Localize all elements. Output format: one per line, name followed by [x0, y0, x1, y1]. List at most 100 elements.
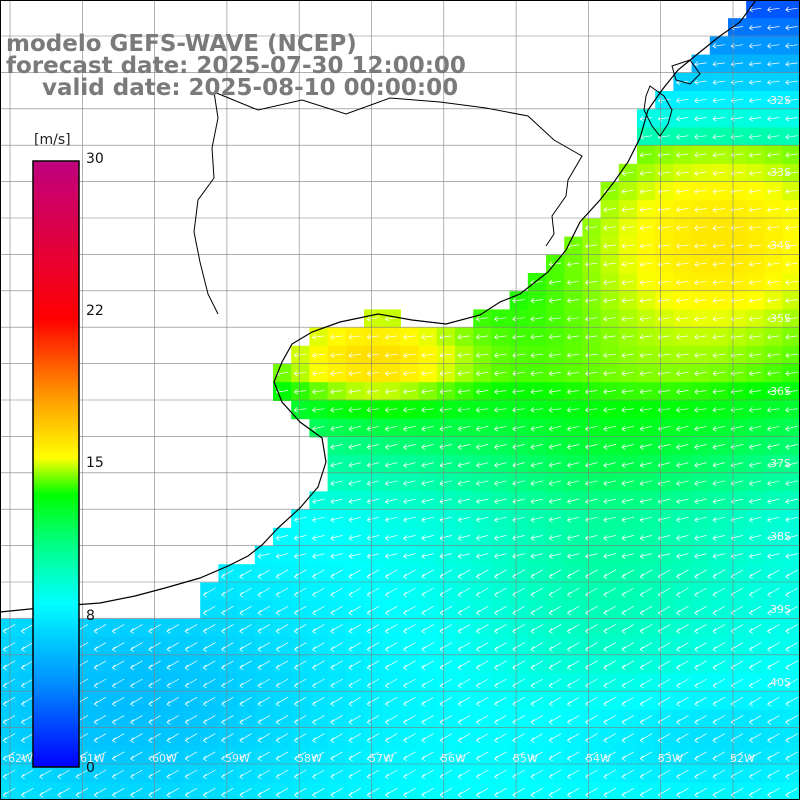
wind-arrow [421, 769, 434, 780]
wind-cell [400, 418, 420, 438]
wind-arrow [348, 498, 361, 505]
wind-arrow [439, 787, 453, 798]
wind-cell [0, 709, 19, 729]
wind-arrow [749, 462, 762, 468]
wind-arrow [749, 733, 762, 743]
wind-arrow [712, 624, 726, 634]
wind-arrow [184, 715, 198, 725]
wind-cell [582, 582, 602, 602]
wind-cell [91, 728, 110, 747]
wind-arrow [712, 787, 726, 798]
wind-cell [182, 655, 201, 674]
wind-cell [655, 746, 674, 765]
wind-cell [746, 600, 765, 620]
colorbar-tick-15: 15 [86, 455, 104, 471]
wind-arrow [548, 370, 562, 377]
wind-arrow [639, 206, 653, 213]
wind-arrow [712, 660, 726, 671]
wind-arrow [548, 444, 562, 450]
wind-cell [637, 709, 656, 729]
wind-arrow [676, 225, 689, 231]
wind-cell [327, 746, 347, 765]
wind-cell [709, 473, 729, 492]
wind-arrow [385, 769, 398, 780]
wind-arrow [2, 624, 16, 634]
wind-cell [91, 673, 110, 693]
wind-arrow [348, 553, 361, 559]
wind-cell [564, 509, 583, 529]
wind-cell [364, 655, 383, 674]
wind-arrow [676, 115, 689, 122]
wind-cell [546, 473, 565, 492]
wind-arrow [439, 624, 453, 634]
wind-arrow [439, 715, 453, 725]
wind-arrow [166, 787, 180, 798]
wind-arrow [512, 787, 525, 798]
wind-arrow [439, 462, 452, 468]
wind-cell [746, 582, 765, 602]
wind-cell [236, 728, 256, 747]
wind-arrow [512, 553, 525, 559]
wind-arrow [366, 407, 380, 413]
wind-arrow [548, 587, 562, 598]
wind-cell [436, 436, 456, 456]
wind-arrow [548, 678, 562, 689]
wind-arrow [330, 769, 343, 780]
wind-arrow [785, 605, 798, 616]
wind-cell [473, 582, 492, 602]
wind-arrow [749, 115, 762, 122]
wind-arrow [639, 462, 653, 468]
wind-arrow [476, 624, 489, 634]
wind-arrow [2, 715, 16, 725]
wind-arrow [712, 243, 725, 249]
wind-cell [291, 600, 310, 620]
wind-cell [418, 618, 438, 638]
wind-cell [637, 473, 656, 492]
wind-cell [127, 728, 147, 747]
wind-arrow [512, 587, 525, 598]
lon-label-57w: 57W [369, 752, 394, 765]
wind-arrow [694, 444, 707, 450]
wind-arrow [112, 624, 125, 634]
wind-cell [200, 618, 219, 638]
wind-arrow [749, 696, 762, 707]
wind-arrow [548, 642, 562, 652]
wind-cell [728, 491, 747, 511]
wind-arrow [348, 642, 362, 652]
wind-cell [600, 455, 620, 474]
wind-cell [655, 655, 674, 674]
wind-arrow [785, 444, 798, 450]
wind-arrow [439, 334, 452, 340]
wind-arrow [366, 787, 380, 798]
wind-arrow [749, 243, 762, 249]
wind-cell [200, 709, 219, 729]
wind-arrow [439, 587, 453, 598]
wind-cell [455, 418, 474, 438]
wind-cell [764, 764, 784, 784]
wind-cell [364, 764, 383, 784]
wind-cell [345, 746, 365, 765]
wind-cell [291, 546, 310, 565]
wind-arrow [421, 334, 434, 340]
wind-arrow [348, 388, 361, 395]
wind-cell [473, 691, 492, 711]
wind-arrow [694, 61, 707, 67]
wind-arrow [312, 605, 325, 616]
wind-arrow [112, 642, 125, 652]
wind-arrow [694, 587, 707, 598]
wind-cell [637, 509, 656, 529]
wind-arrow [457, 769, 471, 780]
wind-cell [746, 618, 765, 638]
wind-cell [345, 546, 365, 565]
wind-cell [436, 655, 456, 674]
wind-arrow [621, 316, 634, 322]
wind-cell [527, 655, 547, 674]
wind-arrow [639, 535, 653, 541]
wind-cell [236, 691, 256, 711]
wind-cell [637, 527, 656, 547]
wind-arrow [749, 605, 762, 616]
wind-arrow [257, 624, 271, 634]
wind-arrow [366, 388, 380, 395]
wind-cell [709, 491, 729, 511]
wind-arrow [548, 297, 562, 304]
